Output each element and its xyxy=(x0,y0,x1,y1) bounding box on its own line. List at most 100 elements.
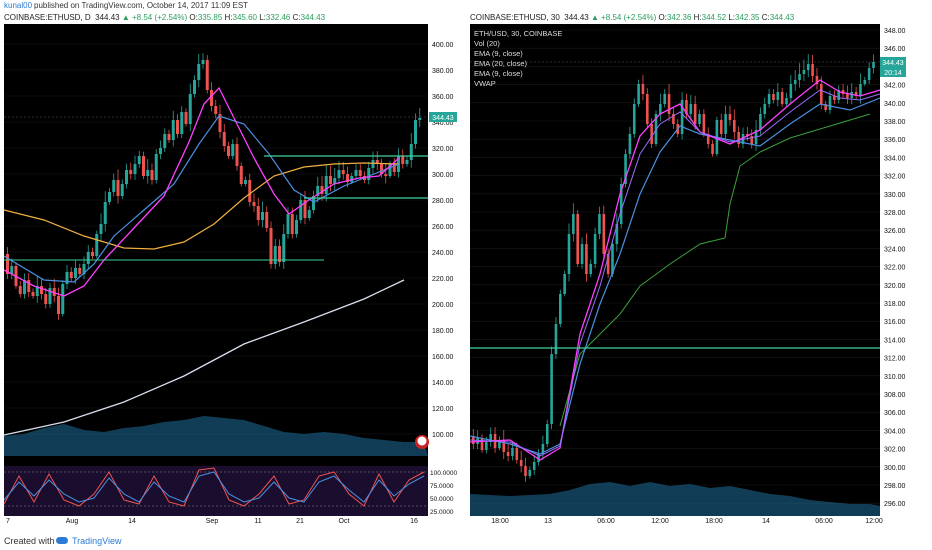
candle-body xyxy=(197,64,201,80)
left-ema-blue-line xyxy=(3,115,400,283)
candle-body xyxy=(719,120,723,134)
candle-body xyxy=(580,244,584,264)
candle-body xyxy=(602,214,606,254)
left-y-tick: 320.00 xyxy=(432,146,454,153)
right-countdown: 20:14 xyxy=(884,70,902,77)
left-ema-orange-line xyxy=(3,162,400,250)
candle-body xyxy=(235,144,239,166)
right-y-tick: 306.00 xyxy=(884,410,906,417)
candle-body xyxy=(252,202,256,206)
candle-body xyxy=(654,114,658,144)
left-x-tick: 14 xyxy=(128,518,136,525)
candle-body xyxy=(329,176,332,184)
candle-body xyxy=(815,76,819,84)
candle-body xyxy=(763,104,767,114)
candle-body xyxy=(554,324,558,354)
right-legend-item[interactable]: EMA (20, close) xyxy=(474,59,527,68)
candle-body xyxy=(524,466,527,476)
candle-body xyxy=(798,74,801,80)
right-price-label: 344.43 xyxy=(882,60,904,67)
left-price-label: 344.43 xyxy=(432,115,454,122)
candle-body xyxy=(61,284,65,314)
candle-body xyxy=(511,448,514,456)
right-price-label-box xyxy=(880,57,906,67)
candle-body xyxy=(828,96,832,110)
left-chart-panel[interactable]: 400.00 380.00 360.00 340.00 320.00 300.00 280.… xyxy=(3,24,462,516)
publisher-user-link[interactable]: kunal00 xyxy=(4,1,33,10)
candle-body xyxy=(44,294,48,304)
candle-body xyxy=(506,452,510,456)
candle-body xyxy=(867,68,871,80)
candle-body xyxy=(728,114,732,120)
candle-body xyxy=(129,170,133,174)
candle-body xyxy=(733,120,736,132)
left-symbol[interactable]: COINBASE:ETHUSD, D xyxy=(4,13,91,22)
candle-body xyxy=(167,134,171,140)
right-legend-item[interactable]: ETH/USD, 30, COINBASE xyxy=(474,29,562,38)
candle-body xyxy=(273,246,277,264)
candle-body xyxy=(69,272,73,278)
candle-body xyxy=(637,84,640,104)
right-time-axis[interactable]: 18:00 13 06:00 12:00 18:00 14 06:00 12:00 xyxy=(470,518,883,528)
left-y-tick: 220.00 xyxy=(432,276,454,283)
candle-body xyxy=(541,444,545,454)
right-legend-item[interactable]: EMA (9, close) xyxy=(474,49,523,58)
candle-body xyxy=(833,96,836,100)
candle-body xyxy=(793,80,797,84)
right-chart-panel[interactable]: ETH/USD, 30, COINBASE Vol (20) EMA (9, clo… xyxy=(469,24,928,516)
candle-body xyxy=(576,214,579,264)
candle-body xyxy=(537,454,540,462)
candle-body xyxy=(269,228,273,264)
right-x-tick: 18:00 xyxy=(491,518,509,525)
candle-body xyxy=(57,296,60,314)
candle-body xyxy=(872,62,875,68)
candle-body xyxy=(750,136,753,144)
right-ema-pink-line xyxy=(469,79,881,461)
candle-body xyxy=(23,280,26,294)
right-y-tick: 320.00 xyxy=(884,283,906,290)
left-chart-canvas[interactable]: 400.00 380.00 360.00 340.00 320.00 300.00 280.… xyxy=(3,24,462,516)
candle-body xyxy=(414,120,417,144)
right-legend-item[interactable]: VWAP xyxy=(474,79,496,88)
right-y-tick: 330.00 xyxy=(884,192,906,199)
right-x-tick: 12:00 xyxy=(865,518,883,525)
candle-body xyxy=(785,98,788,104)
candle-body xyxy=(303,200,307,218)
right-legend-item[interactable]: Vol (20) xyxy=(474,39,500,48)
candle-body xyxy=(498,440,501,448)
candle-body xyxy=(48,288,52,304)
right-symbol[interactable]: COINBASE:ETHUSD, 30 xyxy=(470,13,560,22)
candle-body xyxy=(286,214,290,234)
right-ema-blue-line xyxy=(469,97,881,455)
candle-body xyxy=(663,94,666,104)
tradingview-link[interactable]: TradingView xyxy=(72,536,122,546)
created-with-text: Created with xyxy=(4,536,55,546)
right-legend-item[interactable]: EMA (9, close) xyxy=(474,69,523,78)
candle-body xyxy=(65,272,69,284)
left-x-tick: 11 xyxy=(254,518,262,525)
candle-body xyxy=(40,286,43,294)
candle-body xyxy=(312,196,315,210)
left-y-tick: 240.00 xyxy=(432,250,454,257)
left-osc-tick: 25.0000 xyxy=(430,509,454,516)
candle-body xyxy=(337,170,341,178)
candle-body xyxy=(350,176,354,182)
candle-body xyxy=(265,212,269,228)
candle-body xyxy=(205,60,209,90)
candle-body xyxy=(239,166,243,184)
right-y-tick: 312.00 xyxy=(884,356,906,363)
left-oscillator-panel[interactable] xyxy=(4,466,428,516)
candle-body xyxy=(672,114,675,124)
right-x-tick: 13 xyxy=(544,518,552,525)
candle-body xyxy=(515,448,519,460)
right-y-tick: 304.00 xyxy=(884,428,906,435)
left-osc-tick: 75.0000 xyxy=(430,483,454,490)
candle-body xyxy=(171,120,175,140)
left-time-axis[interactable]: 7 Aug 14 Sep 11 21 Oct 16 xyxy=(4,518,428,528)
left-stoch-d-line xyxy=(3,471,425,503)
right-y-tick: 338.00 xyxy=(884,119,906,126)
candle-body xyxy=(282,234,286,262)
left-y-tick: 280.00 xyxy=(432,198,454,205)
left-y-tick: 100.00 xyxy=(432,432,454,439)
